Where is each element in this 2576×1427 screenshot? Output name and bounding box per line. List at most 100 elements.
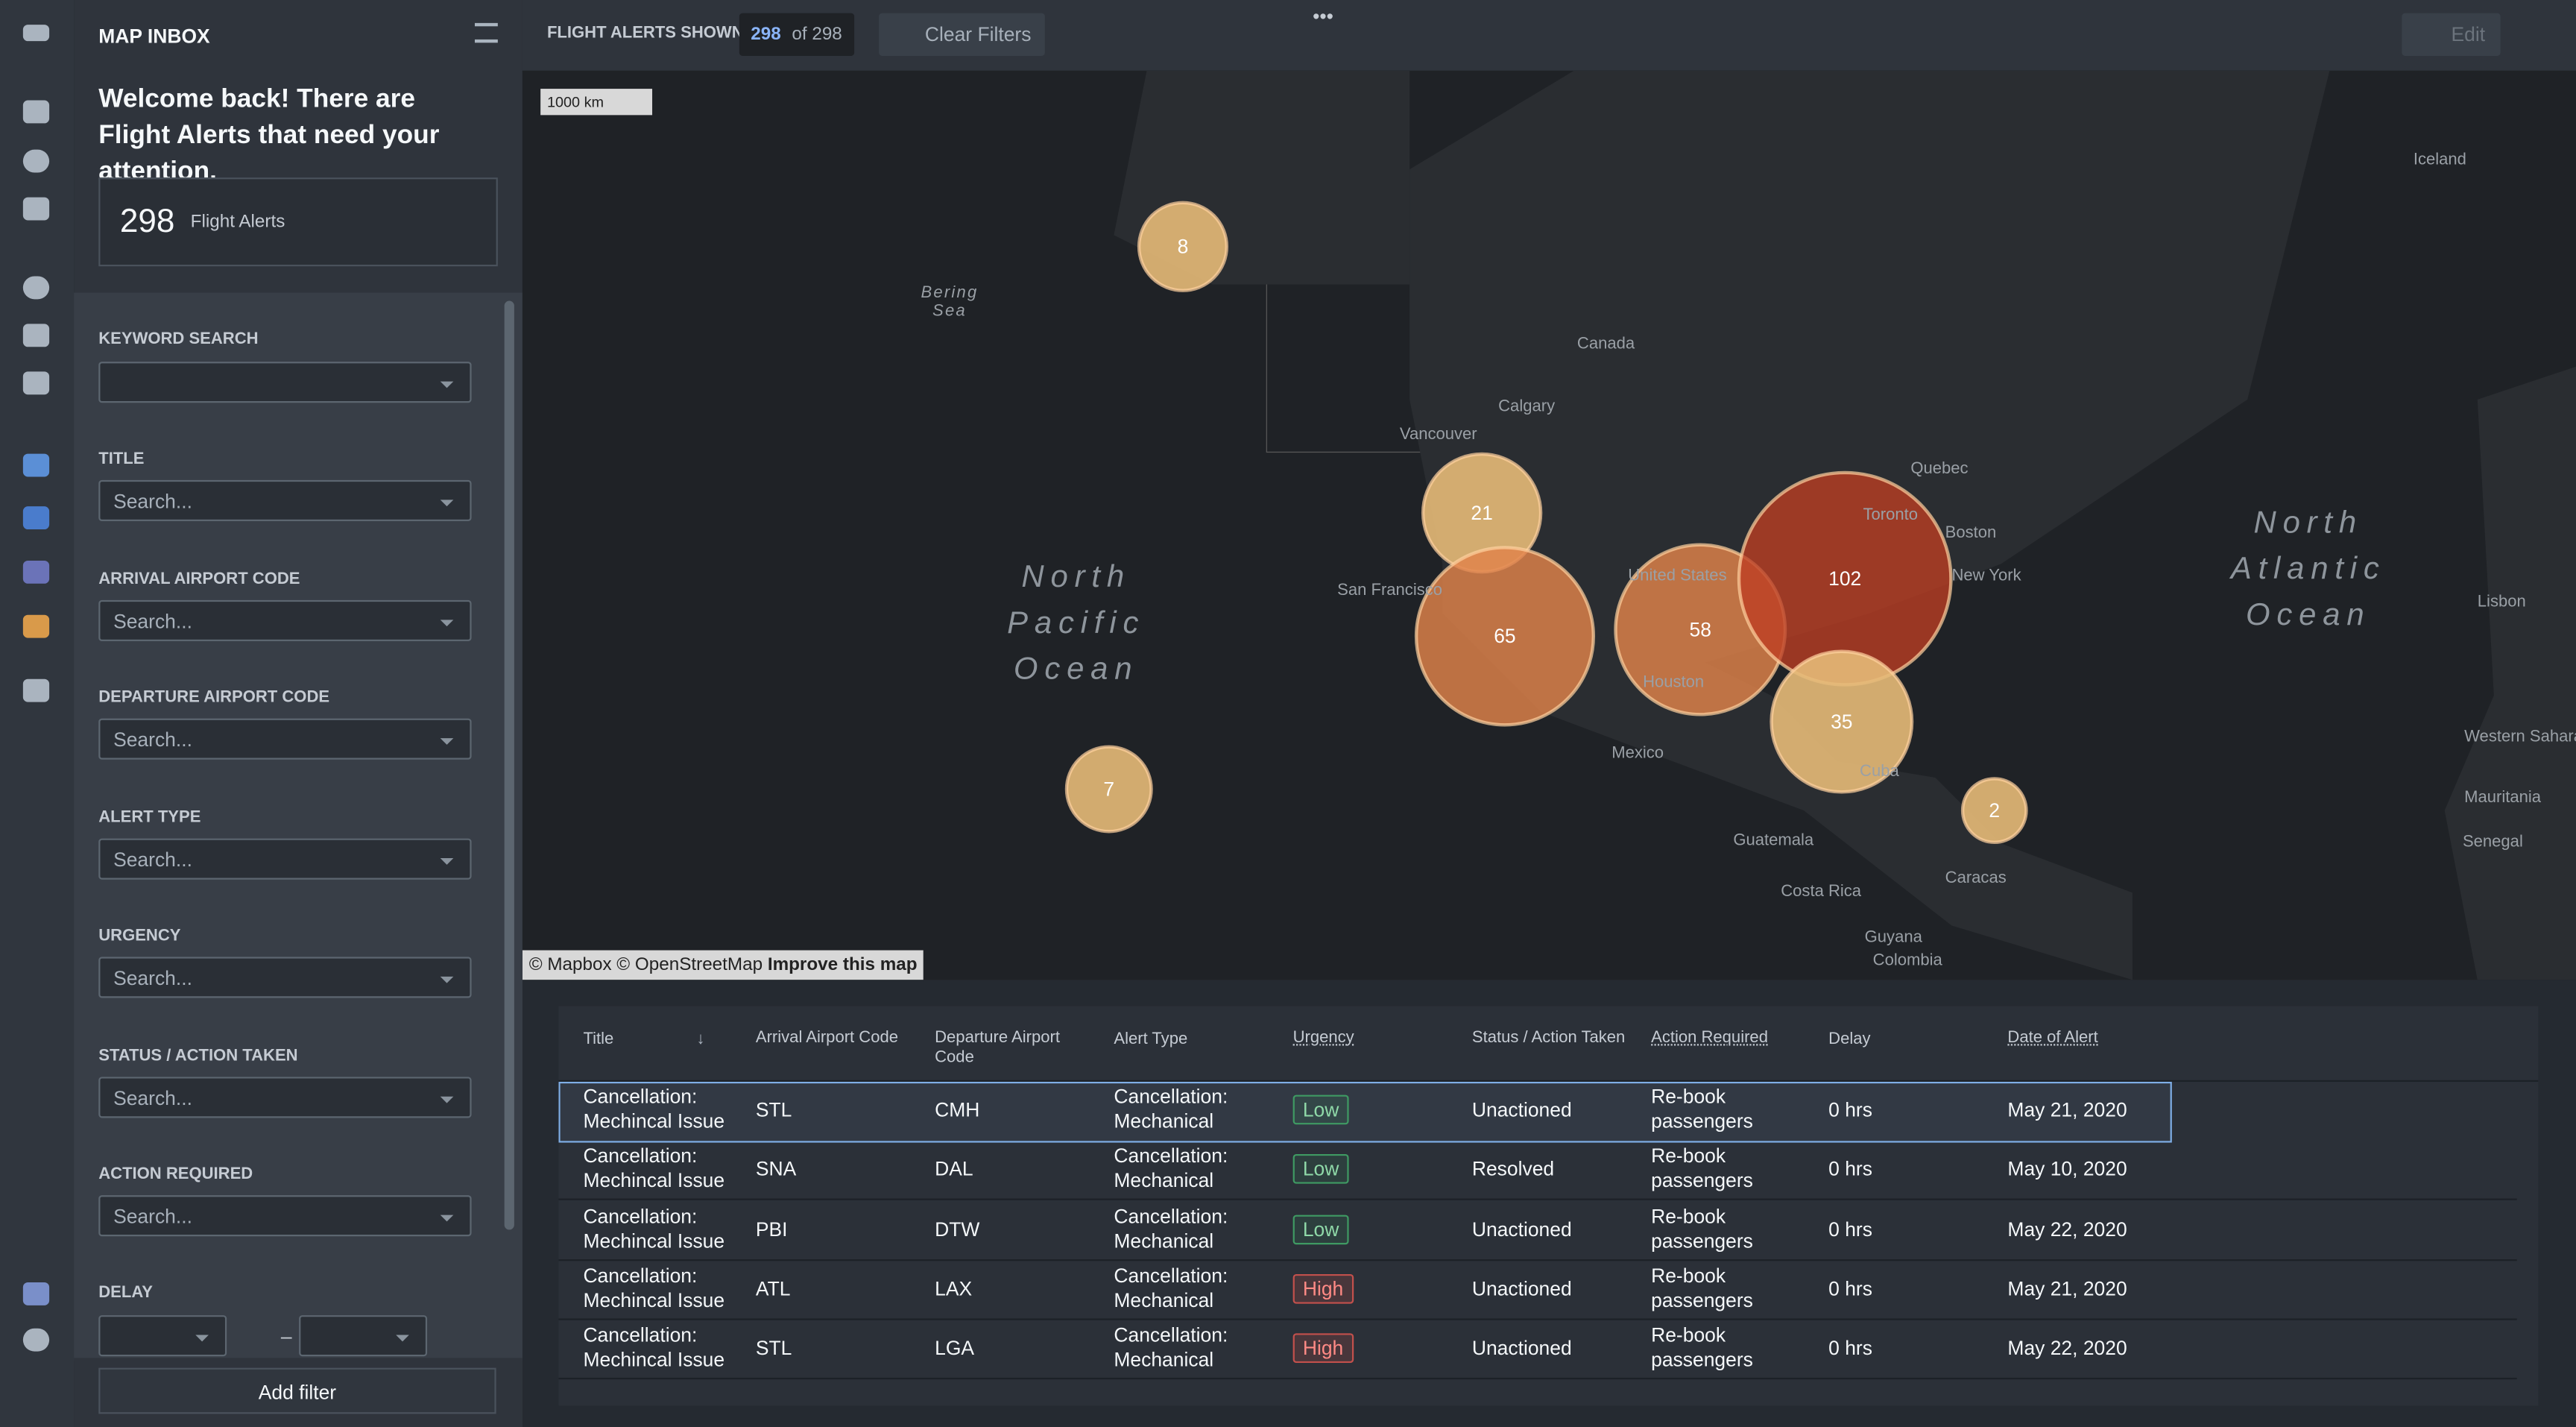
search-icon[interactable]: [22, 149, 50, 173]
row[interactable]: [558, 1141, 2517, 1201]
cell: Low: [1292, 1154, 1464, 1185]
filter-label: TITLE: [98, 450, 145, 469]
bell-icon[interactable]: [22, 197, 50, 221]
map-label: North Pacific Ocean: [1007, 560, 1146, 687]
column-header[interactable]: Urgency: [1292, 1029, 1354, 1048]
cluster[interactable]: [1414, 546, 1596, 727]
history-icon[interactable]: [22, 276, 50, 300]
map-label: Quebec: [1910, 460, 1969, 479]
cell: May 21, 2020: [2007, 1098, 2127, 1121]
filter-dropdown[interactable]: Search...: [98, 718, 472, 760]
cell: Resolved: [1471, 1158, 1555, 1181]
column-header[interactable]: Delay: [1828, 1030, 1871, 1049]
column-header[interactable]: Status / Action Taken: [1471, 1029, 1626, 1048]
filter-dropdown[interactable]: Search...: [98, 1195, 472, 1237]
folder-icon[interactable]: [22, 678, 50, 702]
cell: Cancellation: Mechincal Issue: [583, 1144, 725, 1193]
map-label: Lisbon: [2477, 593, 2526, 612]
shown-total: of 298: [792, 25, 842, 45]
app-icon[interactable]: [22, 614, 50, 638]
map-canvas: 8 21 65 58 102 35 7 2: [1064, 70, 2576, 980]
map-label: Mauritania: [2464, 789, 2542, 807]
app-icon[interactable]: [22, 506, 50, 530]
row[interactable]: [558, 1261, 2517, 1320]
range-dash: –: [280, 1325, 292, 1349]
map-label: Toronto: [1863, 506, 1918, 525]
cell: Re-book passengers: [1651, 1085, 1753, 1133]
filter-label: STATUS / ACTION TAKEN: [98, 1046, 298, 1065]
folder-icon[interactable]: [22, 324, 50, 347]
count-card: 298 Flight Alerts: [98, 177, 498, 267]
filter-label: KEYWORD SEARCH: [98, 330, 259, 349]
filter-dropdown[interactable]: Search...: [98, 479, 472, 522]
filter-dropdown[interactable]: Search...: [98, 957, 472, 998]
clear-filters-button[interactable]: Clear Filters: [879, 13, 1045, 56]
cluster[interactable]: [1064, 745, 1153, 834]
keyword-input[interactable]: [98, 362, 472, 403]
add-filter-button[interactable]: Add filter: [98, 1367, 496, 1414]
cell: Cancellation: Mechanical: [1114, 1323, 1228, 1372]
filter-dropdown[interactable]: Search...: [98, 837, 472, 879]
app-icon[interactable]: [22, 453, 50, 477]
cell: 0 hrs: [1828, 1098, 1872, 1121]
column-header[interactable]: Title: [583, 1030, 614, 1049]
urgency-badge: Low: [1292, 1214, 1349, 1244]
cluster[interactable]: [1960, 777, 2028, 844]
map-label: Guatemala: [1733, 831, 1814, 851]
shown-box: 298 of 298: [739, 13, 855, 56]
logo-icon[interactable]: [22, 1282, 50, 1305]
improve-link[interactable]: Improve this map: [767, 955, 918, 975]
delay-min[interactable]: [98, 1315, 227, 1357]
alert-count: 298: [119, 204, 175, 240]
help-icon[interactable]: [22, 1328, 50, 1352]
scrollbar[interactable]: [504, 300, 514, 1230]
home-icon[interactable]: [22, 100, 50, 124]
sort-icon[interactable]: ↓: [696, 1030, 705, 1049]
column-header[interactable]: Departure Airport Code: [935, 1029, 1060, 1068]
cell: Cancellation: Mechincal Issue: [583, 1204, 725, 1253]
map[interactable]: 8 21 65 58 102 35 7 2 1000 km © Mapbox © OpenSt…: [522, 70, 2576, 980]
cell: STL: [755, 1337, 792, 1361]
map-label: Houston: [1643, 674, 1705, 693]
cell: DAL: [935, 1158, 973, 1181]
menu-icon[interactable]: [22, 25, 50, 42]
cell: Unactioned: [1471, 1217, 1572, 1241]
land: [1442, 564, 2133, 980]
apps-icon[interactable]: [22, 371, 50, 395]
column-header[interactable]: Date of Alert: [2007, 1029, 2098, 1048]
edit-button[interactable]: Edit: [2402, 13, 2501, 56]
attribution-text: © Mapbox © OpenStreetMap: [528, 955, 763, 975]
cell: Unactioned: [1471, 1098, 1572, 1121]
column-header[interactable]: Arrival Airport Code: [755, 1029, 898, 1048]
cluster-count: 21: [1471, 502, 1492, 524]
cluster-count: 8: [1178, 236, 1189, 258]
column-header[interactable]: Alert Type: [1114, 1030, 1188, 1049]
map-label: Mexico: [1611, 744, 1664, 763]
toolbar: FLIGHT ALERTS SHOWN 298 of 298 Clear Fil…: [522, 0, 2576, 73]
header-divider: [558, 1080, 2539, 1082]
row[interactable]: [558, 1201, 2517, 1261]
map-label: United States: [1628, 567, 1727, 586]
map-label: Senegal: [2462, 833, 2523, 852]
map-label: Cuba: [1860, 763, 1899, 781]
cluster-count: 102: [1828, 567, 1861, 590]
row[interactable]: [558, 1081, 2172, 1143]
map-label: Colombia: [1872, 951, 1942, 971]
cluster[interactable]: [1137, 201, 1229, 292]
cell: DTW: [935, 1217, 980, 1241]
collapse-button[interactable]: [474, 22, 498, 43]
delay-max[interactable]: [299, 1315, 428, 1357]
filter-dropdown[interactable]: Search...: [98, 599, 472, 640]
cell: 0 hrs: [1828, 1158, 1872, 1181]
row[interactable]: [558, 1320, 2517, 1380]
urgency-badge: High: [1292, 1273, 1354, 1304]
cell: ATL: [755, 1277, 791, 1300]
filter-dropdown[interactable]: Search...: [98, 1076, 472, 1118]
cell: Cancellation: Mechincal Issue: [583, 1323, 725, 1372]
more-dots[interactable]: •••: [1313, 4, 1333, 28]
cell: 0 hrs: [1828, 1337, 1872, 1361]
cluster[interactable]: [1770, 649, 1914, 794]
app-icon[interactable]: [22, 560, 50, 584]
column-header[interactable]: Action Required: [1651, 1029, 1768, 1048]
cell: Re-book passengers: [1651, 1264, 1753, 1312]
